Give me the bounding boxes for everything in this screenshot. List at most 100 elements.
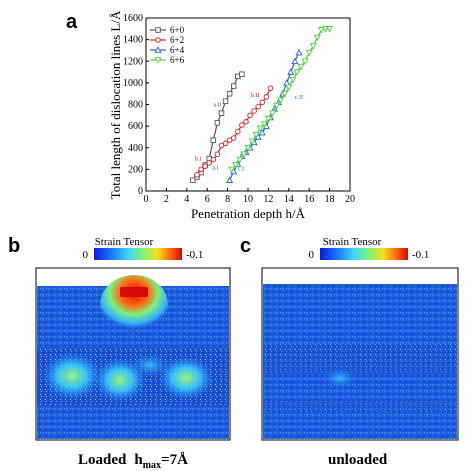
x-tick-label: 0: [144, 194, 149, 205]
x-tick-label: 6: [205, 194, 210, 205]
legend-marker: [155, 27, 161, 33]
panel-b-label: b: [8, 235, 20, 257]
x-tick-label: 12: [263, 194, 273, 205]
data-point: [198, 166, 204, 173]
y-tick-label: 1200: [123, 56, 143, 67]
heatmap-b-blob: [130, 353, 170, 377]
data-point: [202, 163, 208, 169]
data-point: [232, 162, 240, 169]
data-point: [247, 112, 253, 119]
data-point: [277, 97, 285, 104]
data-point: [267, 85, 274, 92]
data-point: [228, 166, 236, 174]
annotation-label: b.I: [195, 157, 202, 163]
x-axis: 0 2 4 6 8 10 12 14 16 18 20: [144, 188, 355, 205]
data-point: [214, 151, 221, 157]
colorbar-b-min: 0: [83, 249, 89, 261]
annotation-label: c.I: [238, 166, 244, 172]
data-point: [283, 79, 291, 86]
heatmap-loaded: [35, 267, 231, 441]
heatmap-c-lower-band: [263, 400, 457, 412]
data-point: [273, 102, 281, 110]
data-point: [226, 137, 233, 143]
panel-c-label: c: [240, 235, 251, 257]
annotation-label: a.II: [213, 103, 221, 109]
data-point: [295, 48, 303, 56]
annotations: a.II a.I b.I b.II c.II c.I: [195, 93, 303, 173]
data-point: [255, 103, 261, 110]
x-tick-label: 18: [325, 194, 335, 205]
heatmap-unloaded: [261, 267, 459, 441]
data-point: [258, 128, 266, 136]
data-point: [260, 121, 268, 128]
colorbar-b: Strain Tensor 0 -0.1: [83, 236, 204, 261]
y-tick-label: 800: [128, 100, 143, 111]
data-point: [190, 177, 196, 183]
x-axis-title: Penetration depth h/Å: [191, 206, 306, 221]
colorbar-c-gradient: [320, 248, 408, 260]
data-point: [226, 176, 234, 183]
annotation-label: c.II: [295, 95, 303, 101]
data-point: [239, 122, 245, 128]
series-group: [190, 26, 334, 183]
data-point: [313, 34, 321, 42]
x-tick-label: 20: [345, 194, 355, 205]
y-axis-title: Total length of dislocation lines L/Å: [108, 10, 123, 199]
y-tick-label: 0: [138, 186, 143, 197]
data-point: [256, 125, 264, 133]
y-axis: 0 200 400 600 800 1000 1200 1400 1600: [123, 13, 149, 197]
x-tick-label: 2: [164, 194, 169, 205]
colorbar-c-max: -0.1: [412, 249, 429, 261]
data-point: [293, 69, 301, 76]
data-point: [226, 90, 233, 97]
data-point: [218, 142, 225, 149]
y-tick-label: 600: [128, 121, 143, 132]
data-point: [309, 43, 317, 50]
caption-b: Loaded hmax=7Å: [78, 452, 188, 471]
data-point: [252, 132, 260, 139]
colorbar-b-gradient: [94, 248, 182, 260]
data-point: [240, 151, 248, 158]
data-point: [322, 26, 329, 33]
data-point: [230, 135, 237, 141]
y-tick-label: 1600: [123, 13, 143, 24]
legend: 6+06+26+46+6: [150, 25, 185, 65]
colorbar-c-title: Strain Tensor: [323, 236, 382, 248]
x-tick-label: 14: [284, 194, 294, 205]
data-point: [206, 160, 212, 166]
x-tick-label: 10: [243, 194, 253, 205]
data-point: [222, 140, 229, 147]
data-point: [222, 98, 229, 105]
heatmap-b-blob: [158, 356, 214, 400]
data-point: [248, 138, 256, 146]
data-point: [244, 144, 252, 152]
heatmap-b-indent-hotspot: [100, 275, 168, 335]
data-point: [287, 68, 295, 75]
legend-marker: [154, 57, 162, 64]
chart-a: 0 2 4 6 8 10 12 14 16 18 20 0 200 400 600 800 1000 1200 1…: [108, 10, 355, 221]
data-point: [243, 119, 249, 125]
data-point: [251, 108, 257, 114]
data-point: [259, 99, 266, 106]
data-point: [269, 110, 276, 117]
legend-marker: [154, 46, 162, 53]
heatmap-c-defect-band: [263, 344, 457, 374]
heatmap-b-blob: [42, 352, 102, 400]
data-point: [210, 156, 217, 163]
data-point: [210, 137, 217, 143]
legend-entry: 6+4: [170, 45, 185, 55]
data-point: [291, 57, 299, 64]
legend-entry: 6+6: [170, 55, 185, 65]
data-point: [317, 27, 325, 34]
heatmap-c-blob: [324, 368, 356, 388]
caption-c: unloaded: [328, 452, 388, 468]
legend-entry: 6+2: [170, 35, 184, 45]
panel-a-label: a: [66, 11, 78, 33]
data-point: [230, 83, 237, 89]
colorbar-b-title: Strain Tensor: [95, 236, 154, 248]
legend-marker: [155, 37, 161, 43]
data-point: [235, 128, 241, 135]
annotation-label: b.II: [251, 93, 260, 99]
data-point: [285, 84, 293, 91]
